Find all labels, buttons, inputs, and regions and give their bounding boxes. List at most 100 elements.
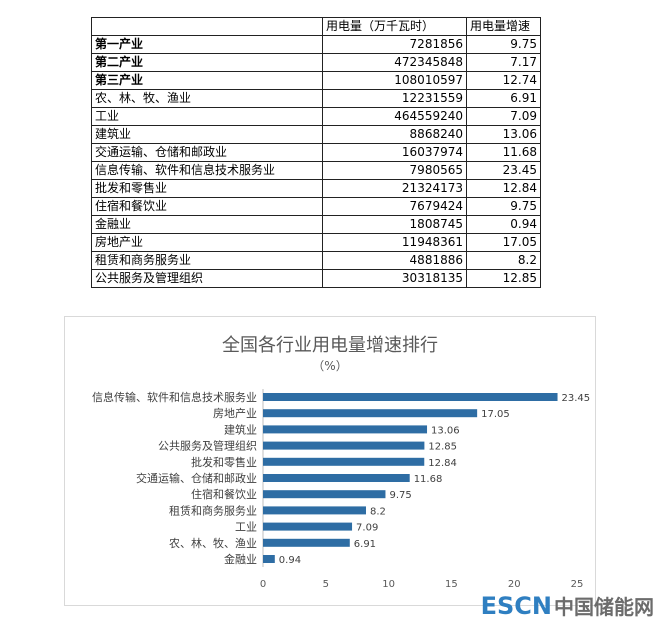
- table-cell-growth: 12.84: [466, 179, 541, 198]
- bar: [263, 393, 558, 401]
- bar: [263, 538, 350, 547]
- table-cell-name: 农、林、牧、渔业: [91, 89, 323, 108]
- category-label: 公共服务及管理组织: [158, 439, 257, 453]
- bar: [263, 457, 425, 466]
- bar-value-label: 9.75: [389, 490, 411, 501]
- table-cell-name: 信息传输、软件和信息技术服务业: [91, 161, 323, 180]
- table-row: 工业 464559240 7.09: [91, 107, 541, 126]
- bar-value-label: 23.45: [562, 393, 591, 404]
- table-cell-name: 建筑业: [91, 125, 323, 144]
- table-row: 建筑业 8868240 13.06: [91, 125, 541, 144]
- table-cell-name: 第二产业: [91, 53, 323, 72]
- bar-value-label: 0.94: [279, 555, 301, 566]
- bar-value-label: 11.68: [414, 474, 443, 485]
- table-row: 第一产业 7281856 9.75: [91, 35, 541, 54]
- table-cell-usage: 21324173: [322, 179, 467, 198]
- x-tick-label: 10: [382, 579, 395, 590]
- table-cell-growth: 12.74: [466, 71, 541, 90]
- table-row: 房地产业 11948361 17.05: [91, 233, 541, 252]
- bar-value-label: 7.09: [356, 523, 378, 534]
- table-row: 第三产业 108010597 12.74: [91, 71, 541, 90]
- bar: [263, 474, 410, 482]
- category-label: 建筑业: [224, 422, 257, 436]
- bar-value-label: 12.84: [428, 458, 457, 469]
- chart-plot: 信息传输、软件和信息技术服务业 23.45 房地产业 17.05 建筑业 13.06 公共服…: [92, 389, 591, 590]
- table-cell-usage: 472345848: [322, 53, 467, 72]
- x-tick-label: 20: [508, 579, 521, 590]
- table-cell-name: 第三产业: [91, 71, 323, 90]
- table-cell-growth: 7.09: [466, 107, 541, 126]
- table-cell-growth: 8.2: [466, 251, 541, 270]
- table-cell-growth: 7.17: [466, 53, 541, 72]
- table-cell-name: 租赁和商务服务业: [91, 251, 323, 270]
- table-cell-growth: 13.06: [466, 125, 541, 144]
- chart-title: 全国各行业用电量增速排行: [222, 335, 438, 356]
- table-header-industry: [91, 17, 323, 36]
- category-label: 信息传输、软件和信息技术服务业: [92, 390, 257, 404]
- table-cell-growth: 9.75: [466, 197, 541, 216]
- table-row: 批发和零售业 21324173 12.84: [91, 179, 541, 198]
- bar: [263, 555, 275, 563]
- bar-value-label: 13.06: [431, 425, 460, 436]
- electricity-usage-table: 用电量（万千瓦时） 用电量增速 第一产业 7281856 9.75 第二产业 47234…: [91, 17, 541, 288]
- table-cell-growth: 12.85: [466, 269, 541, 288]
- category-label: 金融业: [224, 552, 257, 566]
- table-cell-usage: 4881886: [322, 251, 467, 270]
- table-cell-usage: 7679424: [322, 197, 467, 216]
- table-row: 租赁和商务服务业 4881886 8.2: [91, 251, 541, 270]
- table-cell-growth: 11.68: [466, 143, 541, 162]
- table-cell-usage: 30318135: [322, 269, 467, 288]
- table-cell-growth: 6.91: [466, 89, 541, 108]
- category-label: 工业: [235, 521, 257, 534]
- table-row: 金融业 1808745 0.94: [91, 215, 541, 234]
- table-row: 信息传输、软件和信息技术服务业 7980565 23.45: [91, 161, 541, 180]
- watermark-en-text: ESCN: [480, 591, 552, 620]
- table-header-growth: 用电量增速: [466, 17, 541, 36]
- table-cell-usage: 8868240: [322, 125, 467, 144]
- table-cell-usage: 12231559: [322, 89, 467, 108]
- x-tick-label: 25: [571, 579, 584, 590]
- table-row: 第二产业 472345848 7.17: [91, 53, 541, 72]
- table-cell-name: 金融业: [91, 215, 323, 234]
- table-header-row: 用电量（万千瓦时） 用电量增速: [91, 17, 541, 36]
- escn-logo-watermark: ESCN 中国储能网: [481, 591, 654, 620]
- table-row: 公共服务及管理组织 30318135 12.85: [91, 269, 541, 288]
- table-row: 住宿和餐饮业 7679424 9.75: [91, 197, 541, 216]
- category-label: 农、林、牧、渔业: [169, 536, 257, 550]
- table-body: 第一产业 7281856 9.75 第二产业 472345848 7.17 第三产业 1080…: [91, 35, 541, 288]
- bar-value-label: 12.85: [428, 442, 457, 453]
- table-cell-name: 房地产业: [91, 233, 323, 252]
- table-cell-growth: 17.05: [466, 233, 541, 252]
- chart-subtitle: （%）: [312, 359, 348, 373]
- table-cell-usage: 11948361: [322, 233, 467, 252]
- table-cell-name: 批发和零售业: [91, 179, 323, 198]
- bar-value-label: 8.2: [370, 506, 386, 517]
- table-cell-growth: 0.94: [466, 215, 541, 234]
- x-tick-label: 5: [323, 579, 329, 590]
- growth-chart: 全国各行业用电量增速排行 （%） 信息传输、软件和信息技术服务业 23.45 房地产…: [64, 316, 596, 606]
- bar-value-label: 17.05: [481, 409, 510, 420]
- category-label: 住宿和餐饮业: [191, 487, 257, 501]
- category-label: 租赁和商务服务业: [169, 503, 257, 517]
- bar: [263, 441, 425, 450]
- category-label: 房地产业: [213, 406, 257, 420]
- bar-value-label: 6.91: [354, 539, 376, 550]
- table-cell-growth: 23.45: [466, 161, 541, 180]
- table-cell-usage: 464559240: [322, 107, 467, 126]
- bar: [263, 522, 353, 531]
- table-cell-usage: 7980565: [322, 161, 467, 180]
- table-cell-name: 公共服务及管理组织: [91, 269, 323, 288]
- table-row: 交通运输、仓储和邮政业 16037974 11.68: [91, 143, 541, 162]
- bar: [263, 490, 386, 499]
- bar: [263, 506, 366, 515]
- table-cell-usage: 7281856: [322, 35, 467, 54]
- bar: [263, 409, 478, 418]
- table-row: 农、林、牧、渔业 12231559 6.91: [91, 89, 541, 108]
- table-cell-usage: 16037974: [322, 143, 467, 162]
- table-cell-usage: 1808745: [322, 215, 467, 234]
- table-cell-name: 第一产业: [91, 35, 323, 54]
- table-cell-name: 住宿和餐饮业: [91, 197, 323, 216]
- watermark-cn-text: 中国储能网: [554, 595, 654, 619]
- table-cell-name: 交通运输、仓储和邮政业: [91, 143, 323, 162]
- table-cell-growth: 9.75: [466, 35, 541, 54]
